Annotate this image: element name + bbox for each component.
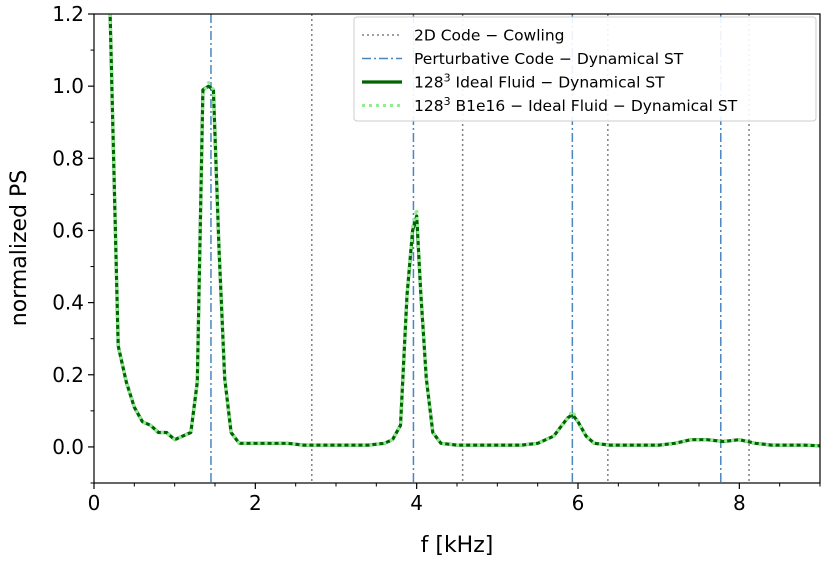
legend-label: 1283 Ideal Fluid − Dynamical ST xyxy=(414,72,665,92)
axis-ticks: 0 2 4 6 8 0.0 0.2 0.4 0.6 0.8 1.0 1.2 xyxy=(52,2,821,515)
series-b1e16 xyxy=(108,14,820,448)
legend-label: 2D Code − Cowling xyxy=(414,27,565,45)
legend-item-perturbative: Perturbative Code − Dynamical ST xyxy=(362,50,684,68)
reference-lines xyxy=(210,14,750,483)
legend: 2D Code − Cowling Perturbative Code − Dyn… xyxy=(353,16,817,122)
x-tick-label: 4 xyxy=(410,491,423,515)
y-tick-label: 0.8 xyxy=(52,146,84,170)
y-tick-label: 0.0 xyxy=(52,435,84,459)
y-tick-label: 0.4 xyxy=(52,291,84,315)
y-tick-label: 0.6 xyxy=(52,218,84,242)
series-lines xyxy=(108,14,820,448)
legend-item-b1e16: 1283 B1e16 − Ideal Fluid − Dynamical ST xyxy=(362,95,738,115)
legend-item-ideal-fluid: 1283 Ideal Fluid − Dynamical ST xyxy=(362,72,665,92)
y-tick-label: 0.2 xyxy=(52,363,84,387)
plot-frame xyxy=(93,13,821,484)
x-tick-label: 6 xyxy=(572,491,585,515)
legend-label: Perturbative Code − Dynamical ST xyxy=(414,50,684,68)
x-tick-label: 2 xyxy=(249,491,262,515)
x-tick-label: 0 xyxy=(88,491,101,515)
x-tick-label: 8 xyxy=(733,491,746,515)
legend-label: 1283 B1e16 − Ideal Fluid − Dynamical ST xyxy=(414,95,738,115)
y-tick-label: 1.0 xyxy=(52,74,84,98)
legend-box xyxy=(353,16,817,122)
y-axis-title: normalized PS xyxy=(7,170,32,326)
legend-item-cowling: 2D Code − Cowling xyxy=(362,27,565,45)
x-axis-title: f [kHz] xyxy=(421,533,494,558)
y-tick-label: 1.2 xyxy=(52,2,84,26)
